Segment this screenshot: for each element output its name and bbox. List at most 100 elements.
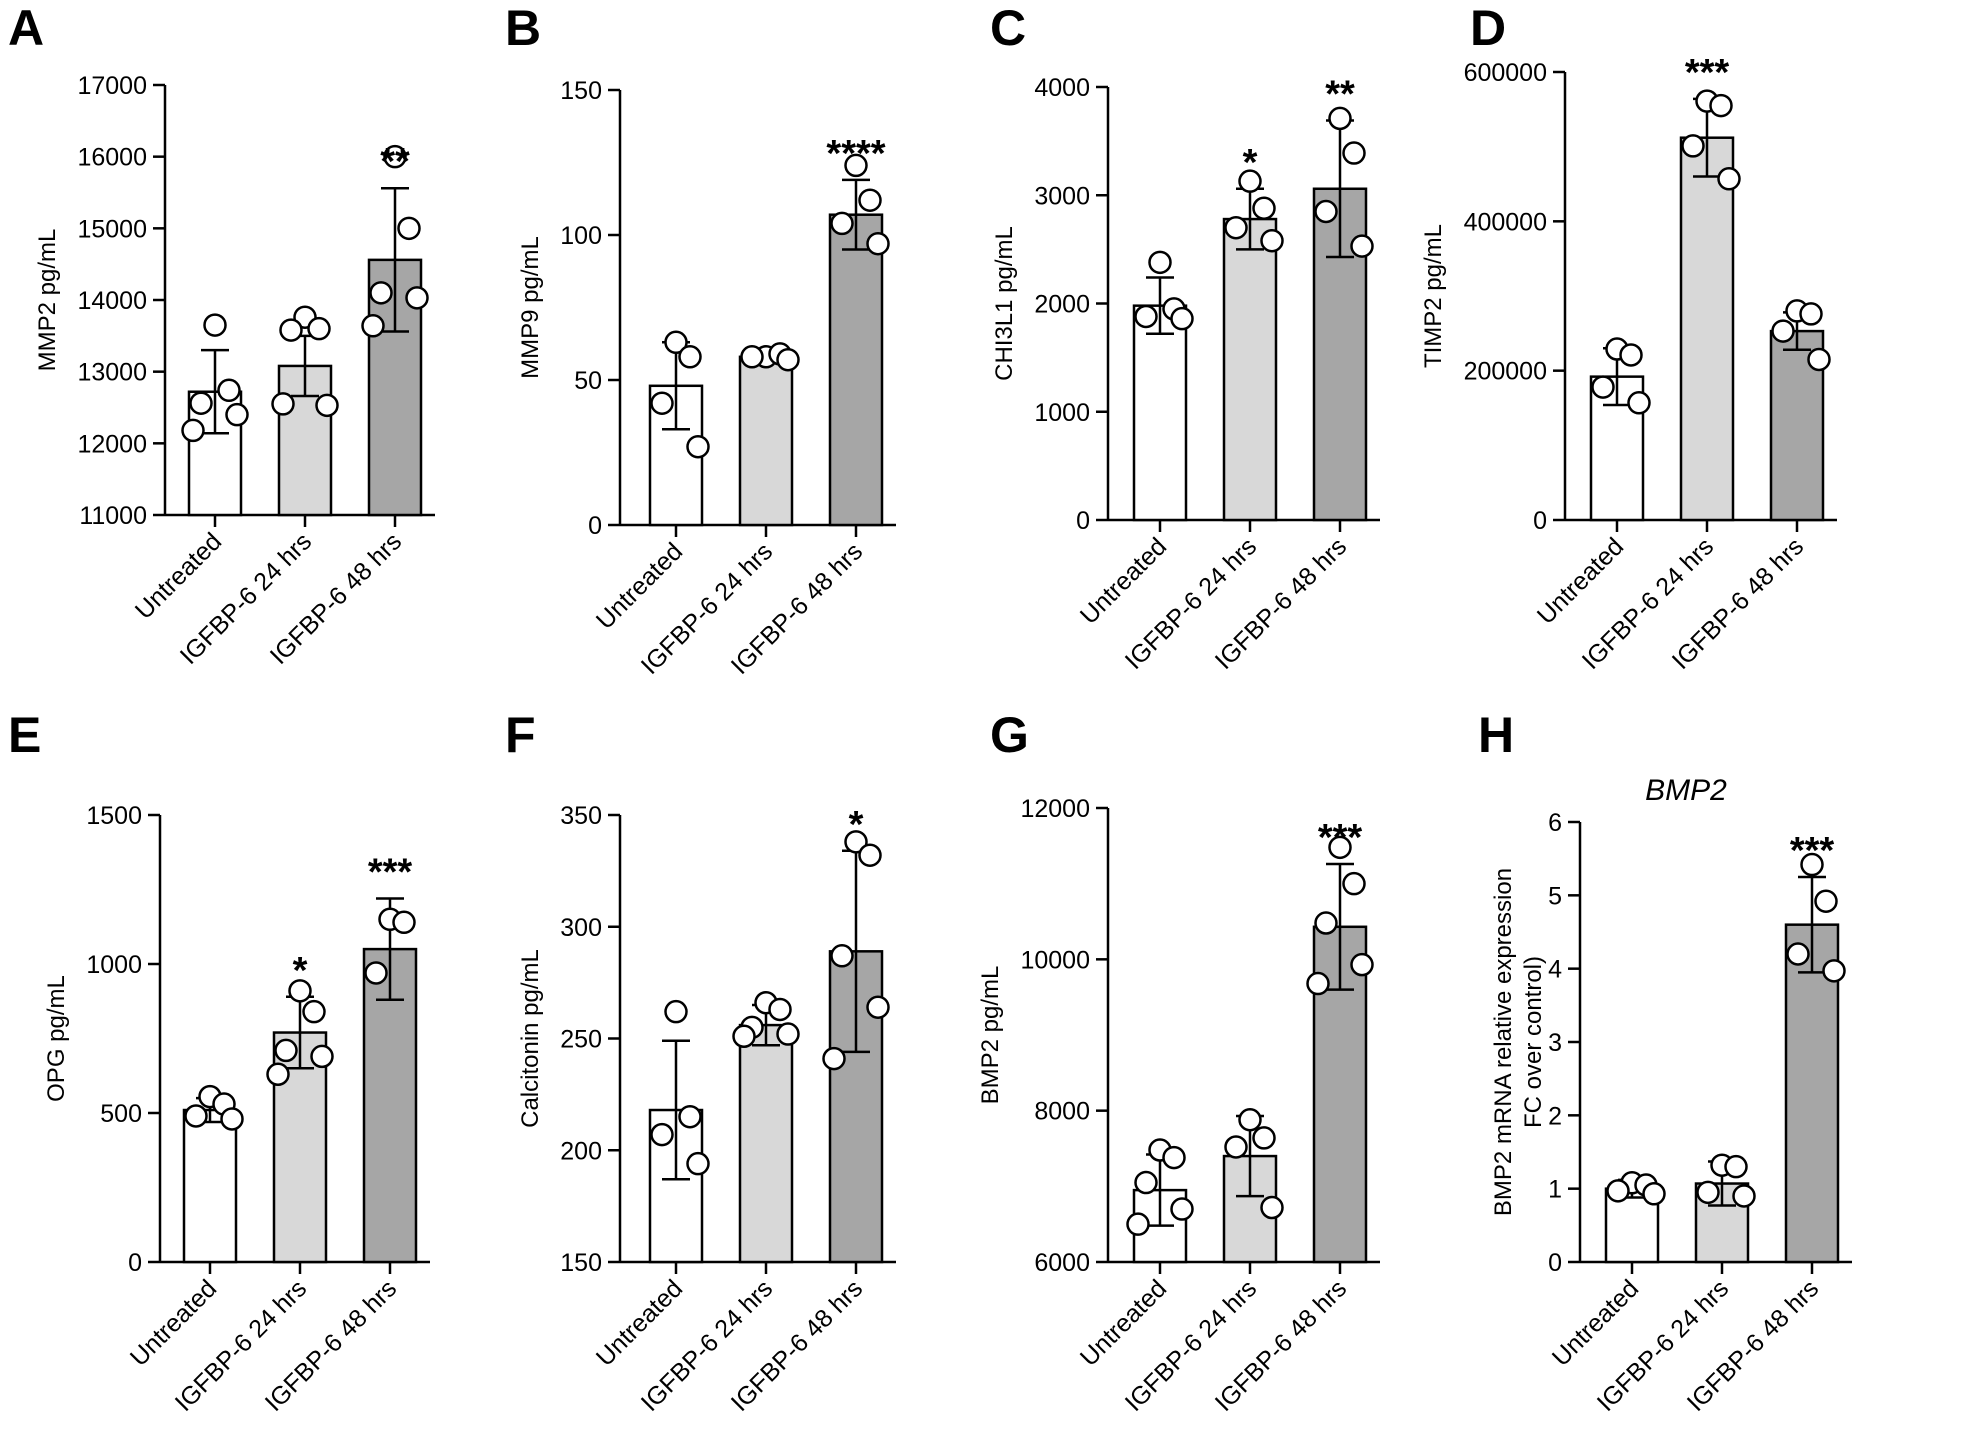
data-point <box>740 345 764 369</box>
y-tick-label: 150 <box>560 77 602 105</box>
panel-f: F 150 200 250 300 350 Calcitonin pg/mL Untreate… <box>505 707 896 1417</box>
data-point <box>1786 942 1810 966</box>
data-point <box>274 1038 298 1063</box>
y-tick-label: 1500 <box>86 802 142 830</box>
data-point <box>830 944 854 968</box>
data-point <box>678 1104 702 1129</box>
data-point <box>1681 134 1705 158</box>
data-point <box>1126 1212 1150 1236</box>
data-point <box>405 286 429 310</box>
y-tick-label: 6 <box>1548 809 1562 837</box>
data-point <box>1224 1135 1248 1159</box>
data-point <box>1134 304 1158 329</box>
y-tick-label: 8000 <box>1034 1098 1090 1126</box>
category-label: Untreated <box>130 527 227 624</box>
category-label: Untreated <box>125 1274 222 1371</box>
data-point <box>392 910 416 935</box>
significance-marker: **** <box>826 133 885 175</box>
data-point <box>1822 959 1846 983</box>
data-point <box>1807 347 1831 372</box>
data-point <box>1252 1126 1276 1150</box>
data-point <box>302 999 326 1024</box>
y-tick-label: 4 <box>1548 956 1562 984</box>
y-tick-label: 0 <box>128 1249 142 1277</box>
y-axis-label: FC over control) <box>1520 956 1547 1128</box>
data-point <box>279 318 303 342</box>
y-tick-label: 50 <box>574 367 602 395</box>
bar <box>1222 217 1278 522</box>
data-point <box>1260 1195 1284 1220</box>
data-point <box>383 144 407 169</box>
data-point <box>776 347 800 372</box>
bar <box>1679 136 1735 522</box>
data-point <box>686 1151 710 1176</box>
significance-marker: * <box>1243 142 1258 184</box>
panel-letter: C <box>990 0 1026 56</box>
significance-marker: * <box>849 804 864 846</box>
data-point <box>1238 1107 1262 1132</box>
panel-letter: A <box>8 0 44 56</box>
significance-marker: *** <box>1685 52 1730 94</box>
data-point <box>266 1062 290 1087</box>
data-point <box>369 281 393 305</box>
bar <box>182 1108 238 1264</box>
y-tick-label: 5 <box>1548 882 1562 910</box>
data-point <box>1170 1197 1194 1221</box>
panel-letter: H <box>1478 707 1514 763</box>
data-point <box>686 434 710 459</box>
y-tick-label: 6000 <box>1034 1249 1090 1277</box>
data-point <box>866 231 890 256</box>
data-point <box>1342 871 1366 896</box>
y-tick-label: 500 <box>100 1100 142 1128</box>
y-tick-label: 12000 <box>1020 795 1090 823</box>
data-point <box>1224 215 1248 240</box>
data-point <box>1314 199 1338 224</box>
y-tick-label: 200 <box>560 1137 602 1165</box>
data-point <box>1709 93 1733 118</box>
y-axis-label: CHI3L1 pg/mL <box>991 226 1018 381</box>
data-point <box>1252 196 1276 220</box>
data-point <box>1717 167 1741 191</box>
data-point <box>189 391 213 415</box>
panel-letter: B <box>505 0 541 56</box>
panel-letter: G <box>990 707 1029 763</box>
y-tick-label: 1000 <box>1034 399 1090 427</box>
data-point <box>315 393 339 418</box>
y-tick-label: 15000 <box>77 215 147 243</box>
data-point <box>203 313 227 337</box>
significance-marker: *** <box>368 851 413 893</box>
significance-marker: *** <box>1790 830 1835 872</box>
data-point <box>1306 971 1330 996</box>
panel-d: D 0 200000 400000 600000 TIMP2 pg/mL Untreated… <box>1420 0 1837 675</box>
data-point <box>1260 228 1284 253</box>
data-point <box>822 1046 846 1071</box>
data-point <box>397 216 421 241</box>
data-point <box>844 830 868 854</box>
y-tick-label: 0 <box>1076 507 1090 535</box>
data-point <box>1619 343 1643 367</box>
panel-letter: D <box>1470 0 1506 56</box>
y-tick-label: 100 <box>560 222 602 250</box>
y-axis-label: BMP2 pg/mL <box>977 966 1004 1105</box>
data-point <box>858 843 882 867</box>
y-tick-label: 4000 <box>1034 74 1090 102</box>
y-tick-label: 600000 <box>1464 59 1547 87</box>
data-point <box>1328 106 1352 131</box>
y-tick-label: 200000 <box>1464 358 1547 386</box>
data-point <box>732 1024 756 1049</box>
data-point <box>217 378 241 403</box>
data-point <box>1350 234 1374 258</box>
bar <box>1132 304 1188 522</box>
data-point <box>678 345 702 369</box>
data-point <box>1238 169 1262 193</box>
data-point <box>1606 1179 1630 1203</box>
data-point <box>1724 1154 1748 1179</box>
y-tick-label: 13000 <box>77 359 147 387</box>
data-point <box>181 418 205 443</box>
bar <box>828 213 884 527</box>
data-point <box>1627 391 1651 415</box>
